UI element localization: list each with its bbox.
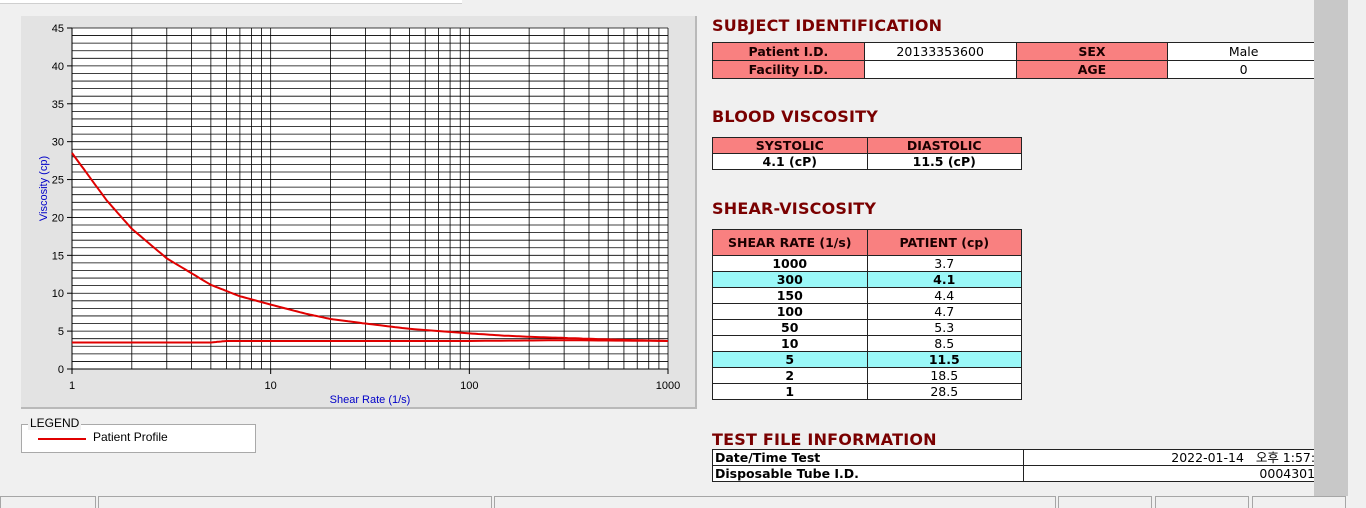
shear-rate-cell: 150 [712,287,868,304]
y-tick-label: 45 [52,23,64,35]
test-file-table: Date/Time Test 2022-01-14 오후 1:57:00 Dis… [711,449,1334,482]
subject-table: Patient I.D. 20133353600 SEX Male Facili… [712,42,1320,79]
shear-rate-cell: 2 [712,367,868,384]
tube-id-value: 000430191 [1023,465,1334,482]
diastolic-label: DIASTOLIC [866,137,1022,154]
x-axis-label: Shear Rate (1/s) [330,394,411,406]
age-label: AGE [1015,60,1169,79]
legend-line-swatch [38,438,86,440]
x-tick-label: 10 [265,380,277,392]
legend-item-label: Patient Profile [93,430,168,444]
plot-area [72,28,668,369]
status-cell [494,496,1056,508]
shear-rate-cell: 50 [712,319,868,336]
patient-value-cell: 8.5 [866,335,1022,352]
y-tick-label: 30 [52,137,64,149]
series-line-patient-profile [71,152,669,342]
patient-value-cell: 3.7 [866,255,1022,272]
status-cell [98,496,492,508]
test-file-information-title: TEST FILE INFORMATION [712,430,937,449]
shear-rate-cell-highlight: 300 [712,271,868,288]
window-right-edge [1348,0,1366,508]
age-value: 0 [1167,60,1320,79]
y-axis-label: Viscosity (cp) [38,156,50,221]
status-cell [1058,496,1152,508]
y-tick-label: 10 [52,288,64,300]
x-tick-label: 100 [460,380,478,392]
blood-viscosity-title: BLOOD VISCOSITY [712,107,879,126]
y-tick-label: 5 [58,326,64,338]
patient-value-cell: 18.5 [866,367,1022,384]
patient-value-cell: 5.3 [866,319,1022,336]
shear-rate-cell-highlight: 5 [712,351,868,368]
legend-title: LEGEND [28,416,82,430]
patient-value-cell-highlight: 11.5 [866,351,1022,368]
vertical-scrollbar[interactable] [1314,0,1348,508]
status-bar [0,496,1366,508]
diastolic-value: 11.5 (cP) [866,153,1022,170]
subject-identification-title: SUBJECT IDENTIFICATION [712,16,943,35]
status-cell [1155,496,1249,508]
blood-viscosity-table: SYSTOLIC DIASTOLIC 4.1 (cP) 11.5 (cP) [712,137,1022,170]
top-strip [0,0,1366,4]
shear-rate-cell: 10 [712,335,868,352]
shear-viscosity-title: SHEAR-VISCOSITY [712,199,877,218]
patient-id-label: Patient I.D. [712,42,865,61]
facility-id-value [863,60,1017,79]
patient-value-cell-highlight: 4.1 [866,271,1022,288]
patient-value-cell: 4.4 [866,287,1022,304]
y-tick-label: 0 [58,364,64,376]
y-tick-label: 25 [52,175,64,187]
y-tick-label: 35 [52,99,64,111]
viscosity-chart: 0 5 10 15 20 25 30 35 40 45 1 10 100 1000 Shear Rate (… [21,16,697,409]
systolic-value: 4.1 (cP) [712,153,868,170]
sex-label: SEX [1015,42,1169,61]
status-cell [0,496,96,508]
shear-viscosity-table: SHEAR RATE (1/s) PATIENT (cp) 1000 3.7 30… [712,229,1022,400]
status-cell [1252,496,1346,508]
systolic-label: SYSTOLIC [712,137,868,154]
patient-id-value: 20133353600 [863,42,1017,61]
y-tick-label: 15 [52,250,64,262]
tube-id-label: Disposable Tube I.D. [711,465,1025,482]
shear-rate-cell: 1000 [712,255,868,272]
top-tab-edge [0,0,462,4]
shear-rate-cell: 1 [712,383,868,400]
y-tick-label: 20 [52,212,64,224]
x-tick-label: 1 [69,380,75,392]
shear-rate-header: SHEAR RATE (1/s) [712,229,868,256]
x-tick-label: 1000 [656,380,680,392]
chart-svg: 0 5 10 15 20 25 30 35 40 45 1 10 100 1000 Shear Rate (… [38,23,680,406]
series-line-patient-profile [72,339,669,344]
patient-value-cell: 28.5 [866,383,1022,400]
patient-cp-header: PATIENT (cp) [866,229,1022,256]
patient-value-cell: 4.7 [866,303,1022,320]
shear-rate-cell: 100 [712,303,868,320]
y-tick-label: 40 [52,61,64,73]
date-time-value: 2022-01-14 오후 1:57:00 [1023,449,1334,466]
date-time-label: Date/Time Test [711,449,1025,466]
facility-id-label: Facility I.D. [712,60,865,79]
sex-value: Male [1167,42,1320,61]
